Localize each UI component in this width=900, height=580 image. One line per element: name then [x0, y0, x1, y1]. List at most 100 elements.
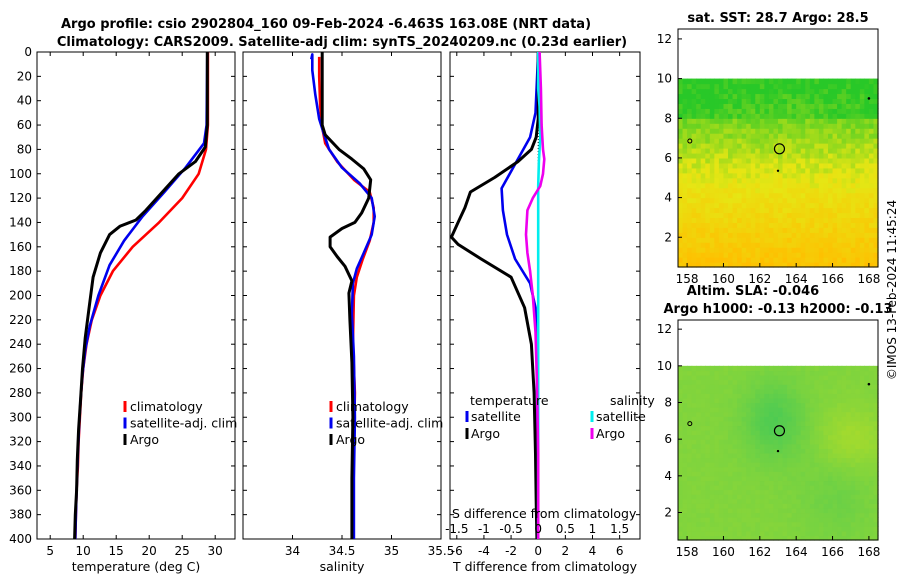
heatmap-cell: [791, 152, 797, 159]
heatmap-cell: [873, 103, 879, 109]
heatmap-cell: [714, 407, 720, 413]
heatmap-cell: [755, 167, 761, 174]
heatmap-cell: [782, 157, 788, 164]
heatmap-cell: [809, 452, 815, 459]
heatmap-cell: [805, 222, 811, 228]
heatmap-cell: [868, 397, 875, 404]
heatmap-cell: [687, 128, 693, 134]
heatmap-cell: [741, 448, 747, 454]
heatmap-cell: [796, 172, 802, 179]
heatmap-cell: [750, 452, 756, 459]
heatmap-cell: [714, 227, 720, 233]
heatmap-cell: [841, 393, 847, 399]
heatmap-cell: [796, 462, 802, 468]
heatmap-cell: [687, 397, 693, 404]
heatmap-cell: [796, 494, 802, 500]
heatmap-cell: [800, 365, 806, 372]
heatmap-cell: [832, 475, 838, 482]
heatmap-cell: [796, 379, 802, 385]
heatmap-cell: [723, 192, 729, 199]
heatmap-cell: [700, 521, 706, 527]
heatmap-cell: [728, 207, 734, 214]
heatmap-cell: [787, 212, 793, 219]
heatmap-cell: [809, 439, 815, 445]
heatmap-cell: [773, 177, 779, 184]
heatmap-cell: [778, 152, 784, 159]
heatmap-cell: [768, 434, 775, 440]
heatmap-cell: [855, 379, 861, 385]
heatmap-cell: [832, 252, 838, 258]
heatmap-cell: [687, 162, 693, 169]
heatmap-cell: [718, 222, 725, 228]
heatmap-cell: [868, 212, 875, 219]
heatmap-cell: [823, 83, 829, 90]
heatmap-cell: [814, 202, 820, 209]
y-tick-label: 80: [17, 142, 32, 156]
heatmap-cell: [773, 78, 779, 85]
heatmap-cell: [705, 452, 711, 459]
heatmap-cell: [728, 507, 734, 514]
heatmap-cell: [823, 217, 829, 223]
heatmap-cell: [714, 182, 720, 189]
heatmap-cell: [791, 498, 797, 504]
heatmap-cell: [773, 123, 779, 129]
heatmap-cell: [746, 217, 752, 223]
heatmap-cell: [778, 108, 784, 114]
heatmap-cell: [796, 202, 802, 209]
heatmap-cell: [846, 133, 852, 139]
heatmap-cell: [787, 526, 793, 532]
heatmap-cell: [859, 88, 865, 95]
heatmap-cell: [782, 133, 788, 139]
heatmap-cell: [678, 252, 684, 258]
heatmap-cell: [764, 172, 770, 179]
heatmap-cell: [850, 494, 856, 500]
heatmap-cell: [809, 425, 815, 431]
heatmap-cell: [787, 162, 793, 169]
heatmap-cell: [850, 118, 856, 124]
heatmap-cell: [682, 152, 688, 159]
heatmap-cell: [718, 252, 725, 258]
heatmap-cell: [691, 108, 697, 114]
heatmap-cell: [796, 411, 802, 417]
heatmap-cell: [687, 507, 693, 514]
heatmap-cell: [687, 262, 693, 268]
heatmap-cell: [850, 489, 856, 495]
heatmap-cell: [755, 262, 761, 268]
heatmap-cell: [814, 420, 820, 427]
heatmap-cell: [800, 103, 806, 109]
heatmap-cell: [709, 217, 715, 223]
heatmap-cell: [805, 530, 811, 537]
heatmap-cell: [846, 452, 852, 459]
heatmap-cell: [718, 157, 725, 164]
heatmap-cell: [859, 78, 865, 85]
heatmap-cell: [700, 462, 706, 468]
heatmap-cell: [741, 480, 747, 486]
heatmap-cell: [759, 182, 765, 189]
heatmap-cell: [782, 143, 788, 149]
heatmap-cell: [764, 530, 770, 537]
heatmap-cell: [823, 192, 829, 199]
heatmap-cell: [691, 128, 697, 134]
heatmap-cell: [841, 123, 847, 129]
heatmap-cell: [841, 187, 847, 194]
heatmap-cell: [741, 212, 747, 219]
heatmap-cell: [809, 494, 815, 500]
heatmap-cell: [814, 457, 820, 463]
heatmap-cell: [768, 443, 775, 449]
heatmap-cell: [691, 167, 697, 174]
heatmap-cell: [809, 242, 815, 248]
heatmap-cell: [737, 128, 743, 134]
heatmap-cell: [796, 425, 802, 431]
heatmap-cell: [678, 384, 684, 390]
heatmap-cell: [746, 425, 752, 431]
heatmap-cell: [846, 207, 852, 214]
heatmap-cell: [796, 227, 802, 233]
heatmap-cell: [868, 452, 875, 459]
heatmap-cell: [773, 88, 779, 95]
heatmap-cell: [718, 118, 725, 124]
heatmap-cell: [850, 207, 856, 214]
heatmap-cell: [787, 439, 793, 445]
heatmap-cell: [687, 448, 693, 454]
